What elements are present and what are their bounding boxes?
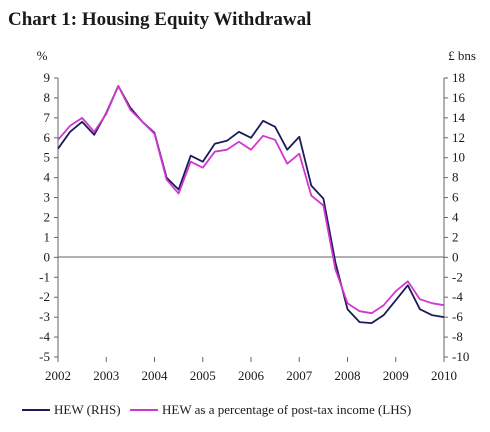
x-tick-label: 2005 xyxy=(190,368,216,383)
left-tick-label: -4 xyxy=(39,329,50,344)
x-tick-label: 2003 xyxy=(93,368,119,383)
left-tick-label: -1 xyxy=(39,269,50,284)
chart-title: Chart 1: Housing Equity Withdrawal xyxy=(8,9,311,30)
right-tick-label: 14 xyxy=(452,110,466,125)
right-tick-label: 0 xyxy=(452,249,459,264)
right-tick-label: 16 xyxy=(452,90,466,105)
right-tick-label: 12 xyxy=(452,130,465,145)
left-tick-label: -5 xyxy=(39,349,50,364)
x-tick-label: 2006 xyxy=(238,368,265,383)
right-tick-label: 10 xyxy=(452,150,465,165)
right-tick-label: -6 xyxy=(452,309,463,324)
right-axis-ticks: -10 -8 -6 -4 -2 0 2 4 6 8 10 12 14 16 18 xyxy=(444,70,469,364)
legend-label-hew-percentage-lhs: HEW as a percentage of post-tax income (… xyxy=(162,402,411,417)
right-tick-label: 4 xyxy=(452,210,459,225)
x-tick-label: 2004 xyxy=(142,368,169,383)
series-line-hew-rhs xyxy=(57,85,445,325)
right-tick-label: 2 xyxy=(452,229,459,244)
left-tick-label: 3 xyxy=(44,190,51,205)
right-tick-label: 8 xyxy=(452,170,459,185)
x-tick-label: 2007 xyxy=(286,368,313,383)
left-tick-label: 6 xyxy=(44,130,51,145)
left-tick-label: 8 xyxy=(44,90,51,105)
legend-label-hew-rhs: HEW (RHS) xyxy=(54,402,121,417)
left-tick-label: 0 xyxy=(44,249,51,264)
series-line-hew-percentage-lhs xyxy=(57,85,445,315)
left-tick-label: -2 xyxy=(39,289,50,304)
x-tick-label: 2009 xyxy=(383,368,409,383)
left-axis-unit: % xyxy=(37,48,48,63)
left-tick-label: 5 xyxy=(44,150,51,165)
left-tick-label: 2 xyxy=(44,210,51,225)
plot-frame xyxy=(57,78,445,357)
right-tick-label: -2 xyxy=(452,269,463,284)
legend: HEW (RHS) HEW as a percentage of post-ta… xyxy=(22,402,411,417)
x-tick-label: 2002 xyxy=(45,368,71,383)
left-tick-label: 1 xyxy=(44,229,51,244)
series-lines xyxy=(57,85,445,325)
x-tick-label: 2010 xyxy=(431,368,457,383)
right-tick-label: 18 xyxy=(452,70,465,85)
left-tick-label: 9 xyxy=(44,70,51,85)
left-tick-label: 4 xyxy=(44,170,51,185)
left-tick-label: 7 xyxy=(44,110,51,125)
left-axis-ticks: -5 -4 -3 -2 -1 0 1 2 3 4 5 6 7 8 9 xyxy=(39,70,58,364)
right-tick-label: -10 xyxy=(452,349,469,364)
right-tick-label: 6 xyxy=(452,190,459,205)
right-axis-unit: £ bns xyxy=(448,48,476,63)
right-tick-label: -4 xyxy=(452,289,463,304)
right-tick-label: -8 xyxy=(452,329,463,344)
x-axis-ticks: 2002 2003 2004 2005 2006 2007 2008 2009 2010 xyxy=(45,357,457,383)
x-tick-label: 2008 xyxy=(335,368,361,383)
left-tick-label: -3 xyxy=(39,309,50,324)
